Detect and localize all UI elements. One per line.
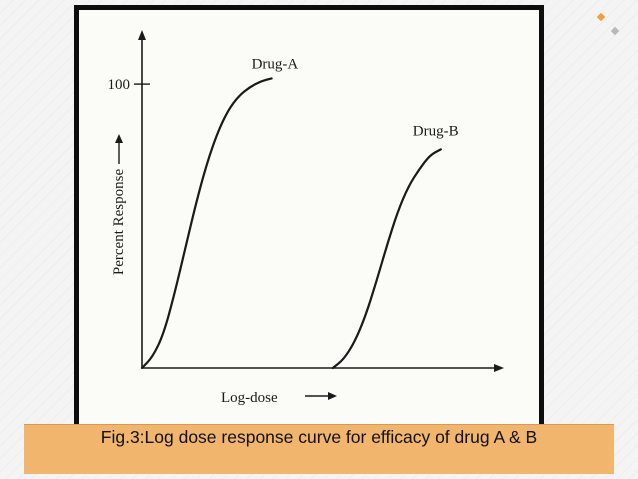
y-tick-label: 100 xyxy=(108,77,131,93)
y-label-arrow-head xyxy=(115,134,123,143)
x-axis-arrowhead xyxy=(494,364,504,372)
series-line-drug-a xyxy=(140,77,273,370)
x-axis-label: Log-dose xyxy=(221,390,278,406)
series-line-drug-b xyxy=(331,148,442,370)
figure-frame: 100 Log-dose Percent Response Drug-A Drug-B xyxy=(74,5,544,429)
y-axis-arrowhead xyxy=(138,30,146,40)
series-label-drug-b: Drug-B xyxy=(413,123,459,139)
figure-caption: Fig.3:Log dose response curve for effica… xyxy=(24,424,614,474)
x-label-arrow-head xyxy=(328,392,337,400)
dose-response-chart: 100 Log-dose Percent Response Drug-A Drug-B xyxy=(108,30,504,406)
y-axis-label: Percent Response xyxy=(111,169,127,276)
series-label-drug-a: Drug-A xyxy=(252,56,299,72)
